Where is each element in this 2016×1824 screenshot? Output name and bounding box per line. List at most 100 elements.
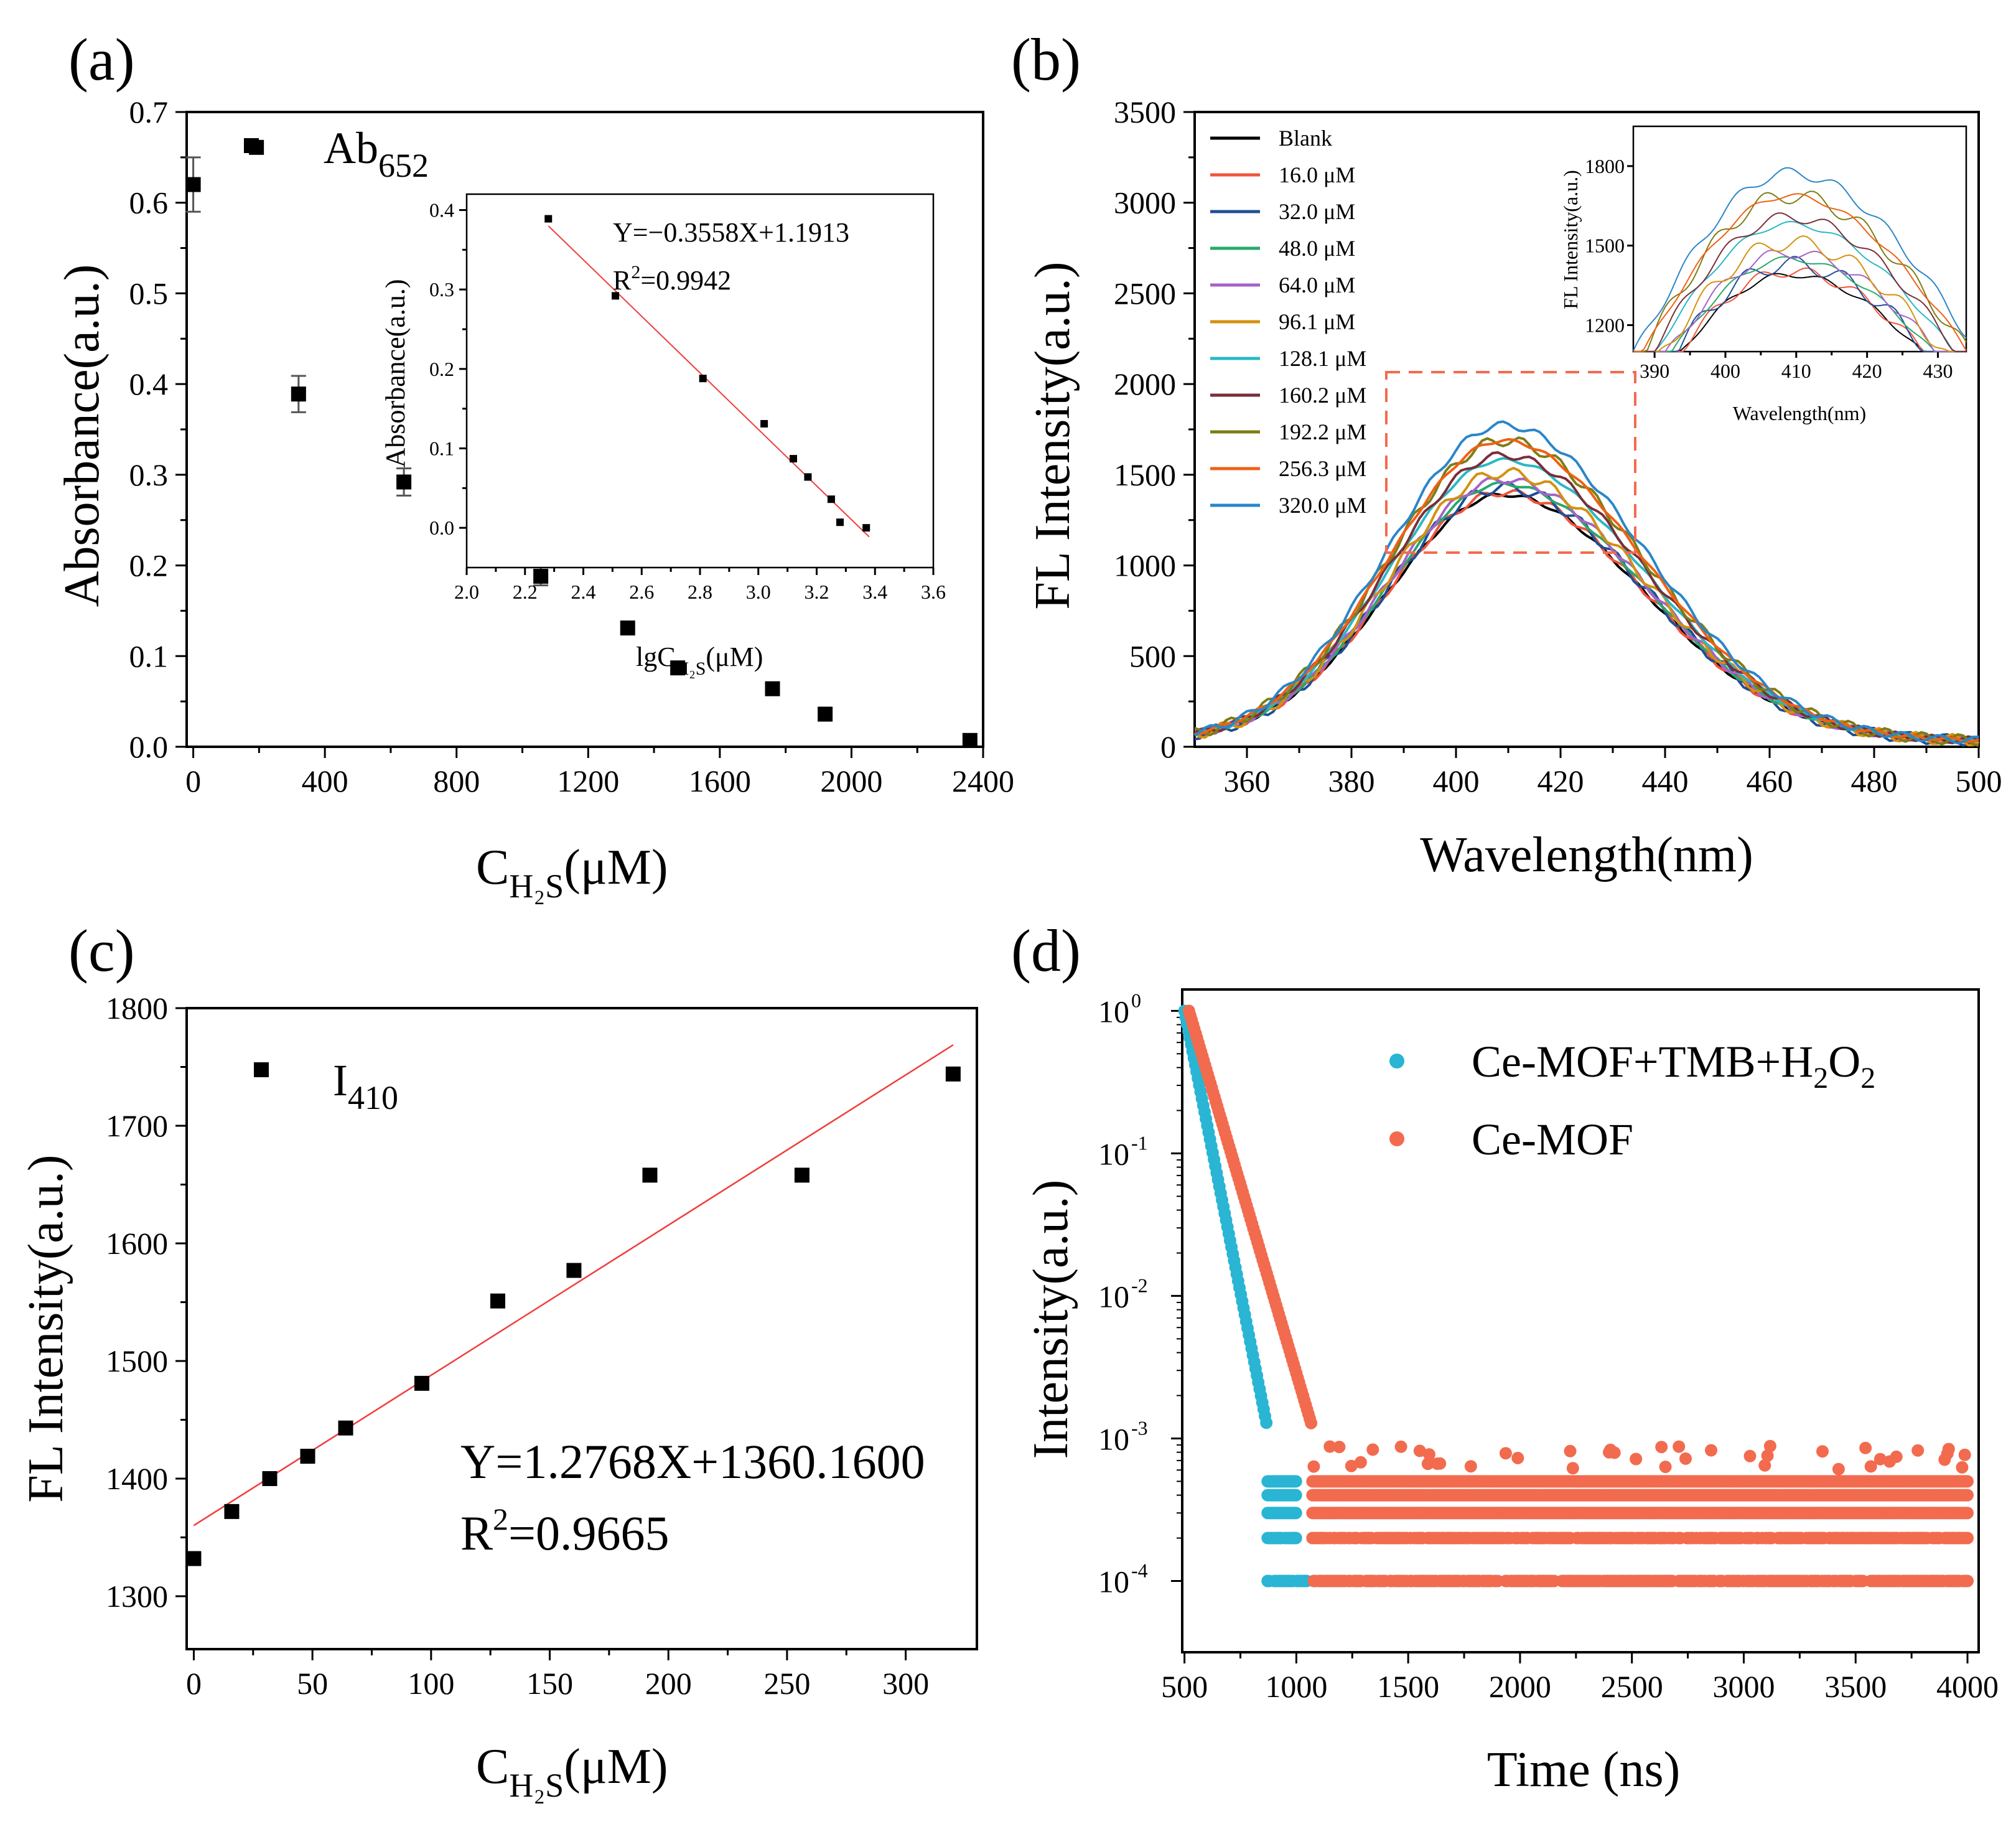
d-point-ce-mof <box>1566 1462 1579 1475</box>
c-point <box>490 1293 505 1309</box>
a-inset-ytick-label: 0.3 <box>429 278 454 301</box>
a-inset-xtick-label: 3.2 <box>805 581 829 603</box>
d-ytick-label: 10 <box>1098 1564 1129 1599</box>
b-ytick-label: 1000 <box>1114 548 1176 583</box>
d-ytick-exponent: -1 <box>1131 1131 1148 1154</box>
a-inset-xtick-label: 3.0 <box>746 581 771 603</box>
b-ytick-label: 2500 <box>1114 276 1176 311</box>
a-xtick-label: 800 <box>433 764 480 798</box>
c-xtick-label: 50 <box>297 1666 328 1701</box>
x-axis-title-b: Wavelength(nm) <box>1420 828 1753 882</box>
d-point-ce-mof <box>1961 1475 1974 1488</box>
d-point-ce-mof <box>1499 1447 1512 1460</box>
d-point-ce-mof <box>1942 1443 1955 1456</box>
b-xtick-label: 460 <box>1747 764 1793 798</box>
b-inset-xtick-label: 430 <box>1923 360 1953 382</box>
a-point <box>818 706 833 722</box>
d-point-ce-mof <box>1958 1448 1971 1461</box>
b-inset-xtick-label: 400 <box>1710 360 1740 382</box>
d-xtick-label: 2000 <box>1489 1669 1551 1704</box>
b-inset-series-line <box>1633 167 1967 352</box>
d-point-ce-mof <box>1832 1462 1845 1476</box>
a-xtick-label: 2400 <box>952 764 1014 798</box>
b-inset-ytick-label: 1800 <box>1585 155 1625 177</box>
c-point <box>338 1420 353 1436</box>
c-point <box>262 1471 278 1486</box>
b-series-line <box>1194 477 1979 746</box>
a-ytick-label: 0.3 <box>129 457 169 492</box>
b-inset-series-line <box>1633 212 1966 352</box>
marks-b <box>1193 420 1980 747</box>
plot-frame-c <box>185 1007 978 1650</box>
d-xtick-label: 2500 <box>1601 1669 1663 1704</box>
d-point-ce-mof <box>1763 1439 1776 1452</box>
b-series-line <box>1194 437 1979 744</box>
d-ytick-exponent: -2 <box>1131 1274 1148 1296</box>
d-point-ce-mof <box>1333 1441 1346 1454</box>
a-inset-xtick-label: 2.8 <box>688 581 712 603</box>
y-axis-title-c: FL Intensity(a.u.) <box>19 1154 73 1502</box>
b-legend-label: 320.0 μM <box>1279 493 1366 518</box>
d-point-ce-mof <box>1413 1444 1426 1457</box>
d-ytick-exponent: -3 <box>1131 1416 1148 1439</box>
a-legend-marker <box>244 138 259 153</box>
c-ytick-label: 1500 <box>106 1344 168 1378</box>
a-inset-xtick-label: 3.6 <box>921 581 946 603</box>
b-legend-label: 16.0 μM <box>1279 162 1355 187</box>
inset-y-axis-title-b: FL Intensity(a.u.) <box>1559 170 1582 309</box>
b-xtick-label: 400 <box>1433 764 1480 798</box>
a-ytick-label: 0.2 <box>129 548 169 583</box>
a-inset-fit-line <box>548 225 870 538</box>
equation-c: Y=1.2768X+1360.1600 <box>460 1434 925 1489</box>
b-series-line <box>1193 420 1979 745</box>
panel-label-b: (b) <box>1011 26 1081 93</box>
panel-c: (c) 0 50 100 150 200 250 300 1300 1400 1500 1600 17… <box>19 917 978 1804</box>
b-series-line <box>1194 481 1979 743</box>
a-inset-ytick-label: 0.4 <box>429 199 454 222</box>
d-point-ce-mof <box>1864 1460 1877 1473</box>
d-point-ce-mof <box>1890 1450 1903 1463</box>
c-point <box>945 1066 961 1082</box>
b-inset-series-line <box>1633 273 1966 352</box>
b-xtick-label: 420 <box>1538 764 1584 798</box>
d-ytick-exponent: 0 <box>1131 989 1141 1011</box>
c-xtick-label: 0 <box>186 1666 202 1701</box>
d-point-ce-mof <box>1630 1452 1643 1466</box>
d-ytick-exponent: -4 <box>1131 1559 1148 1581</box>
d-point-ce-mof <box>1816 1445 1829 1458</box>
d-point-tmb <box>1289 1475 1302 1488</box>
y-axis-title-a: Absorbance(a.u.) <box>55 264 110 607</box>
d-point-ce-mof <box>1323 1440 1337 1453</box>
legend-label-ce-mof-tmb: Ce-MOF+TMB+H2O2 <box>1472 1037 1875 1095</box>
b-legend-label: 160.2 μM <box>1279 383 1366 408</box>
a-xtick-label: 400 <box>302 764 348 798</box>
a-inset-point <box>544 215 553 223</box>
a-ytick-label: 0.4 <box>129 367 169 401</box>
d-point-tmb <box>1289 1507 1302 1520</box>
d-point-tmb <box>1260 1416 1273 1429</box>
a-inset-point <box>862 524 870 532</box>
b-legend-label: 32.0 μM <box>1279 199 1355 224</box>
a-inset-point <box>790 455 797 463</box>
marks-a <box>185 138 978 748</box>
a-inset-ytick-label: 0.0 <box>429 517 454 539</box>
a-inset-xtick-label: 2.4 <box>571 581 596 603</box>
plot-frame-d <box>1181 988 1980 1653</box>
a-inset-xtick-label: 2.6 <box>629 581 654 603</box>
r2-c: R2=0.9665 <box>460 1502 670 1560</box>
d-point-ce-mof <box>1511 1451 1524 1464</box>
a-point <box>291 386 306 402</box>
d-point-ce-mof <box>1564 1444 1577 1457</box>
b-ytick-label: 500 <box>1129 638 1176 673</box>
legend-c: I410 <box>333 1055 398 1116</box>
b-inset-series-line <box>1633 250 1966 352</box>
a-inset-point <box>699 375 707 383</box>
a-inset-point <box>836 518 844 526</box>
b-inset-series-line <box>1633 267 1966 352</box>
b-inset-series-line <box>1633 193 1967 352</box>
d-point-ce-mof <box>1758 1459 1771 1472</box>
inset-x-axis-title-a: lgCH₂S(μM) <box>636 642 763 679</box>
c-ytick-label: 1300 <box>106 1579 168 1614</box>
